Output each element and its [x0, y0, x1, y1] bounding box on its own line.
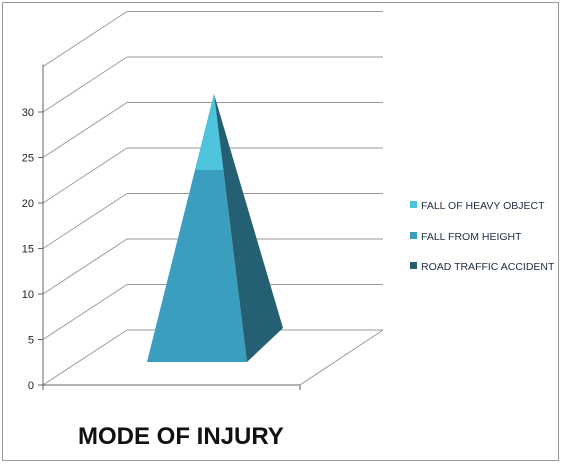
pyramid — [147, 94, 283, 362]
y-tick-label-25: 25 — [22, 153, 34, 165]
pyramid-top-segment — [195, 94, 224, 170]
grid-diagonal-0 — [42, 329, 128, 386]
legend-label-road-traffic-accident: ROAD TRAFFIC ACCIDENT — [421, 261, 555, 273]
grid-diagonal-10 — [42, 238, 128, 295]
grid-diagonal-30 — [42, 56, 128, 113]
grid-diagonal-25 — [42, 102, 128, 158]
legend-swatch-road-traffic-accident — [410, 262, 417, 269]
y-tick-label-15: 15 — [22, 244, 34, 256]
y-tick-label-0: 0 — [28, 380, 34, 392]
legend-swatch-fall-of-heavy-object — [410, 201, 417, 208]
y-tick-labels: 0 5 10 15 20 25 30 — [22, 107, 34, 392]
legend-label-fall-from-height: FALL FROM HEIGHT — [421, 231, 522, 243]
grid-diagonal-20 — [42, 147, 128, 204]
grid-diagonal-35 — [42, 11, 128, 67]
legend-swatch-fall-from-height — [410, 232, 417, 239]
y-tick-label-30: 30 — [22, 107, 34, 119]
y-tick-label-5: 5 — [28, 335, 34, 347]
x-axis-label: MODE OF INJURY — [78, 423, 284, 450]
grid-diagonal-15 — [42, 193, 128, 249]
floor-right-edge — [299, 329, 384, 386]
y-tick-label-20: 20 — [22, 198, 34, 210]
axes — [38, 64, 301, 390]
grid-diagonal-5 — [42, 284, 128, 340]
y-tick-label-10: 10 — [22, 289, 34, 301]
pyramid-side-face — [214, 94, 283, 362]
legend-label-fall-of-heavy-object: FALL OF HEAVY OBJECT — [421, 200, 545, 212]
legend: FALL OF HEAVY OBJECT FALL FROM HEIGHT RO… — [410, 200, 555, 273]
